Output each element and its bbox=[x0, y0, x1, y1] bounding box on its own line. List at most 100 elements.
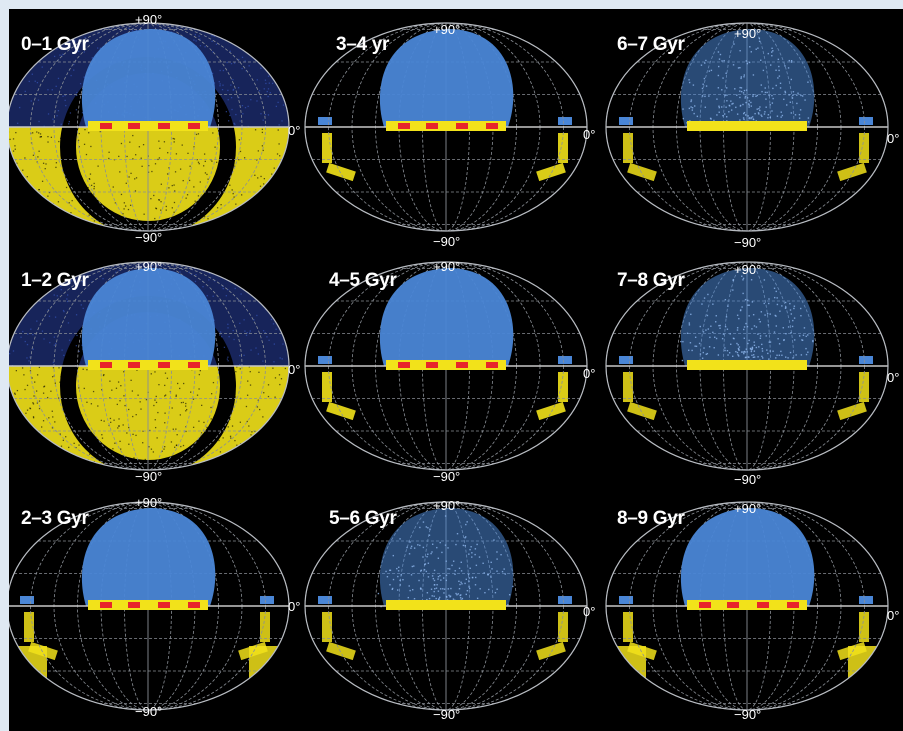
panel-title: 0–1 Gyr bbox=[21, 34, 89, 55]
red-field-mark bbox=[398, 123, 410, 129]
yellow-side-patch bbox=[859, 612, 869, 642]
red-field-mark bbox=[486, 123, 498, 129]
yellow-equatorial-stripe bbox=[386, 121, 506, 131]
red-field-mark bbox=[158, 123, 170, 129]
sky-ellipse-border bbox=[605, 22, 889, 232]
north-pole-label: +90° bbox=[135, 12, 163, 27]
red-field-mark bbox=[188, 602, 200, 608]
sky-ellipse-border bbox=[304, 501, 588, 711]
sky-ellipse-border bbox=[304, 22, 588, 232]
blue-side-patch bbox=[619, 356, 633, 364]
blue-side-patch bbox=[558, 596, 572, 604]
south-pole-label: −90° bbox=[433, 707, 461, 722]
blue-survey-footprint bbox=[81, 268, 216, 366]
red-field-mark bbox=[100, 123, 112, 129]
yellow-side-patch bbox=[558, 612, 568, 642]
equator-label: 0° bbox=[288, 599, 301, 614]
sky-ellipse-border bbox=[9, 261, 290, 471]
sky-ellipse-border bbox=[605, 501, 889, 711]
south-pole-label: −90° bbox=[734, 235, 762, 250]
equator-label: 0° bbox=[583, 127, 596, 142]
equator-label: 0° bbox=[583, 366, 596, 381]
equator-label: 0° bbox=[887, 370, 900, 385]
sky-map-figure: 0–1 Gyr 3–4 yr 6–7 Gyr 1–2 Gyr 4–5 Gyr 7… bbox=[9, 9, 903, 731]
blue-side-patch bbox=[619, 117, 633, 125]
blue-survey-footprint bbox=[379, 508, 514, 606]
red-field-mark bbox=[486, 362, 498, 368]
blue-side-patch bbox=[558, 356, 572, 364]
red-field-mark bbox=[426, 362, 438, 368]
blue-side-patch bbox=[558, 117, 572, 125]
south-pole-label: −90° bbox=[135, 230, 163, 245]
red-field-mark bbox=[727, 602, 739, 608]
sky-map-panel bbox=[605, 501, 889, 711]
yellow-equatorial-stripe bbox=[687, 360, 807, 370]
blue-side-patch bbox=[318, 596, 332, 604]
panel-title: 7–8 Gyr bbox=[617, 270, 685, 291]
yellow-side-patch bbox=[322, 133, 332, 163]
red-field-mark bbox=[426, 123, 438, 129]
yellow-equatorial-stripe bbox=[88, 360, 208, 370]
red-field-mark bbox=[188, 123, 200, 129]
south-pole-label: −90° bbox=[135, 469, 163, 484]
yellow-equatorial-stripe bbox=[88, 121, 208, 131]
sky-ellipse-border bbox=[605, 261, 889, 471]
yellow-equatorial-stripe bbox=[687, 600, 807, 610]
red-field-mark bbox=[699, 602, 711, 608]
blue-side-patch bbox=[20, 596, 34, 604]
panel-title: 4–5 Gyr bbox=[329, 270, 397, 291]
yellow-side-patch bbox=[322, 612, 332, 642]
equator-label: 0° bbox=[288, 362, 301, 377]
south-pole-label: −90° bbox=[433, 234, 461, 249]
panel-title: 1–2 Gyr bbox=[21, 270, 89, 291]
red-field-mark bbox=[128, 602, 140, 608]
equator-label: 0° bbox=[887, 608, 900, 623]
blue-side-patch bbox=[260, 596, 274, 604]
blue-survey-footprint bbox=[680, 268, 815, 366]
south-pole-label: −90° bbox=[433, 469, 461, 484]
yellow-side-patch bbox=[623, 612, 633, 642]
red-field-mark bbox=[787, 602, 799, 608]
equator-label: 0° bbox=[887, 131, 900, 146]
red-field-mark bbox=[398, 362, 410, 368]
sky-maps-canvas bbox=[9, 22, 889, 711]
south-pole-label: −90° bbox=[734, 472, 762, 487]
yellow-side-patch bbox=[260, 612, 270, 642]
yellow-equatorial-stripe bbox=[386, 600, 506, 610]
yellow-side-patch bbox=[558, 372, 568, 402]
yellow-side-patch bbox=[24, 612, 34, 642]
yellow-side-patch bbox=[859, 133, 869, 163]
north-pole-label: +90° bbox=[433, 22, 461, 37]
yellow-equatorial-stripe bbox=[88, 600, 208, 610]
blue-survey-footprint bbox=[81, 29, 216, 127]
yellow-side-patch bbox=[558, 133, 568, 163]
red-field-mark bbox=[128, 362, 140, 368]
panel-title: 3–4 yr bbox=[336, 34, 390, 55]
south-pole-label: −90° bbox=[734, 707, 762, 722]
south-pole-label: −90° bbox=[135, 704, 163, 719]
sky-map-panel bbox=[304, 501, 588, 711]
yellow-side-patch bbox=[859, 372, 869, 402]
north-pole-label: +90° bbox=[734, 262, 762, 277]
blue-side-patch bbox=[318, 356, 332, 364]
panel-title: 5–6 Gyr bbox=[329, 508, 397, 529]
sky-map-panel bbox=[605, 261, 889, 471]
yellow-side-patch bbox=[623, 372, 633, 402]
red-field-mark bbox=[128, 123, 140, 129]
sky-ellipse-border bbox=[9, 22, 290, 232]
blue-survey-footprint bbox=[81, 508, 216, 606]
panel-title: 2–3 Gyr bbox=[21, 508, 89, 529]
yellow-side-patch bbox=[623, 133, 633, 163]
panel-title: 8–9 Gyr bbox=[617, 508, 685, 529]
sky-map-panel bbox=[304, 261, 588, 471]
red-field-mark bbox=[456, 123, 468, 129]
red-field-mark bbox=[456, 362, 468, 368]
north-pole-label: +90° bbox=[433, 498, 461, 513]
sky-map-panel bbox=[9, 261, 290, 471]
red-field-mark bbox=[100, 362, 112, 368]
blue-side-patch bbox=[859, 117, 873, 125]
equator-label: 0° bbox=[583, 604, 596, 619]
blue-side-patch bbox=[859, 356, 873, 364]
red-field-mark bbox=[158, 602, 170, 608]
blue-survey-footprint bbox=[680, 29, 815, 127]
